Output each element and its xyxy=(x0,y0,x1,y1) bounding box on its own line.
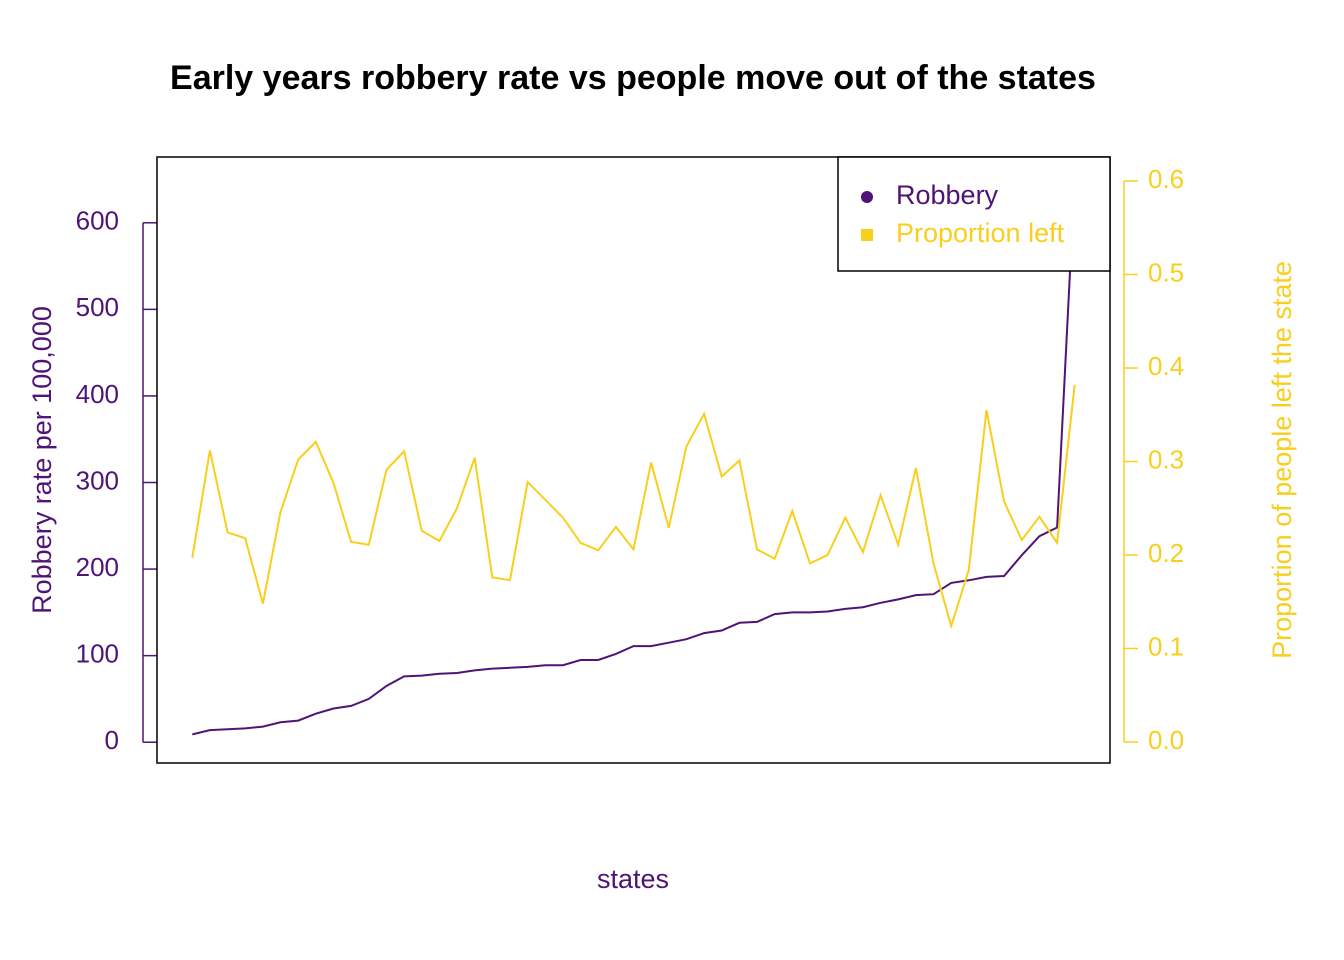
y-tick-label: 200 xyxy=(76,552,119,582)
y2-tick-label: 0.2 xyxy=(1148,538,1184,568)
y-tick-label: 500 xyxy=(76,292,119,322)
y2-tick-label: 0.5 xyxy=(1148,257,1184,287)
y-tick-label: 0 xyxy=(105,725,119,755)
y-tick-label: 600 xyxy=(76,206,119,236)
y2-tick-label: 0.4 xyxy=(1148,351,1184,381)
y2-tick-label: 0.1 xyxy=(1148,631,1184,661)
y-tick-label: 100 xyxy=(76,639,119,669)
chart-title: Early years robbery rate vs people move … xyxy=(170,59,1096,97)
legend-box xyxy=(837,156,1111,272)
x-axis-label: states xyxy=(597,864,669,894)
legend-label: Proportion left xyxy=(896,218,1065,248)
y2-tick-label: 0.3 xyxy=(1148,444,1184,474)
y2-tick-label: 0.0 xyxy=(1148,725,1184,755)
line-series xyxy=(192,178,1076,736)
y2-tick-label: 0.6 xyxy=(1148,164,1184,194)
legend-label: Robbery xyxy=(896,180,999,210)
y-tick-label: 400 xyxy=(76,379,119,409)
legend-marker xyxy=(861,191,873,203)
y-tick-label: 300 xyxy=(76,465,119,495)
line-series xyxy=(191,384,1076,630)
plot-frame xyxy=(156,156,1111,764)
legend-marker xyxy=(861,229,873,241)
y-axis-label: Robbery rate per 100,000 xyxy=(27,306,57,614)
y2-axis-label: Proportion of people left the state xyxy=(1267,261,1297,659)
